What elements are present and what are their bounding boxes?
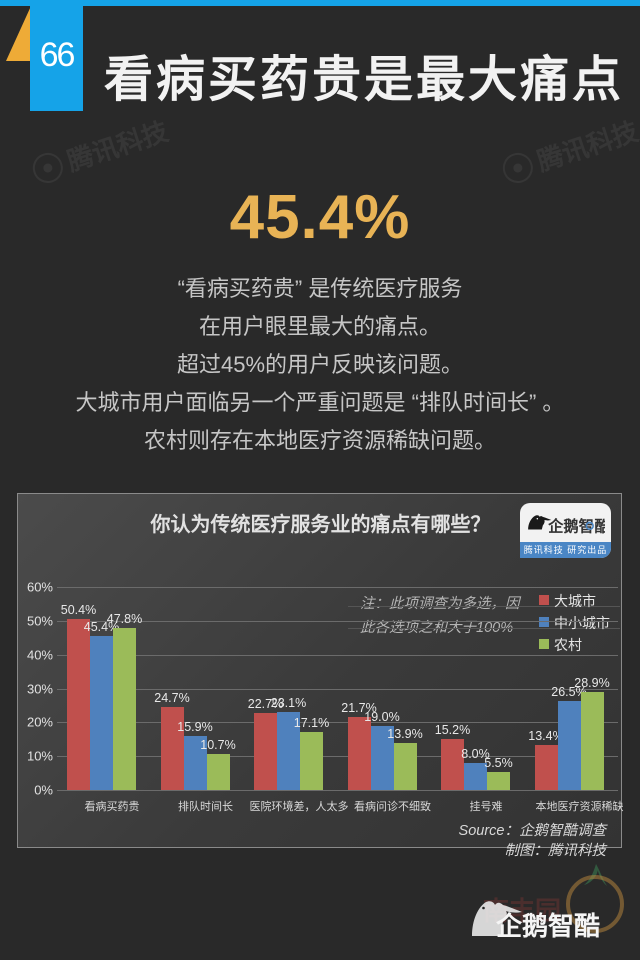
- svg-text:酷: 酷: [594, 518, 605, 536]
- svg-text:企鹅智酷: 企鹅智酷: [496, 911, 600, 941]
